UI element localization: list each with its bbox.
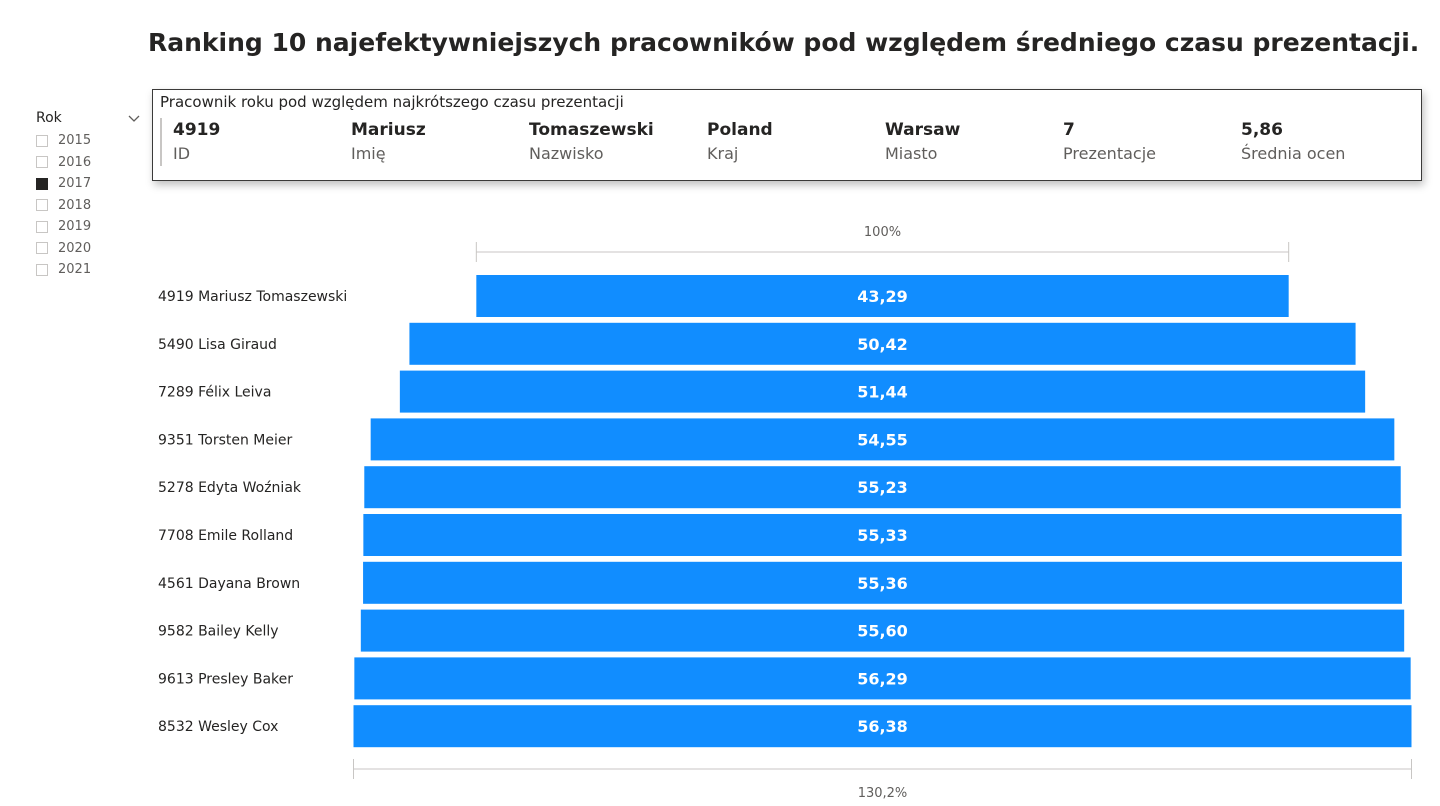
year-slicer: Rok 2015 2016 2017 2018 2019 2020 2021 [36,108,140,281]
bar-value-label: 55,23 [857,478,908,497]
card-field-value: 5,86 [1241,120,1283,140]
bottom-percent-label: 130,2% [858,786,908,801]
checkbox[interactable] [36,220,48,233]
category-label: 5278 Edyta Woźniak [158,480,302,496]
category-label: 4919 Mariusz Tomaszewski [158,289,347,305]
bar-value-label: 50,42 [857,335,908,354]
funnel-bar [399,370,1366,413]
category-label: 8532 Wesley Cox [158,719,278,735]
top-percent-label: 100% [864,225,901,240]
slicer-item-2019[interactable]: 2019 [36,216,140,238]
card-field: 4919 ID [173,120,351,163]
card-field-value: Poland [707,120,773,140]
slicer-item-label: 2016 [58,154,92,170]
slicer-title: Rok [36,110,62,126]
category-label: 7289 Félix Leiva [158,385,271,401]
card-field: 7 Prezentacje [1063,120,1241,163]
page-title: Ranking 10 najefektywniejszych pracownik… [148,28,1420,57]
bar-value-label: 51,44 [857,383,908,402]
slicer-item-2020[interactable]: 2020 [36,238,140,260]
card-field-label: Prezentacje [1063,144,1156,163]
card-field: Poland Kraj [707,120,885,163]
card-title: Pracownik roku pod względem najkrótszego… [160,93,624,111]
card-field-label: Nazwisko [529,144,604,163]
funnel-bar [370,418,1395,461]
card-field-value: 4919 [173,120,221,140]
funnel-bar [363,561,1402,604]
funnel-bar [476,275,1289,317]
bar-value-label: 55,33 [857,526,908,545]
funnel-bar [354,657,1411,700]
slicer-item-2018[interactable]: 2018 [36,195,140,217]
card-field: Warsaw Miasto [885,120,1063,163]
slicer-item-2015[interactable]: 2015 [36,130,140,152]
card-field-value: Warsaw [885,120,961,140]
card-field-value: Mariusz [351,120,426,140]
slicer-item-label: 2021 [58,262,92,278]
slicer-item-label: 2015 [58,133,92,149]
checkbox[interactable] [36,156,48,169]
card-field-label: Imię [351,144,386,163]
category-label: 7708 Emile Rolland [158,528,293,544]
card-field: Tomaszewski Nazwisko [529,120,707,163]
bar-value-label: 54,55 [857,430,908,449]
card-field: Mariusz Imię [351,120,529,163]
slicer-item-2017[interactable]: 2017 [36,173,140,195]
funnel-bar [364,466,1401,509]
slicer-item-label: 2020 [58,240,92,256]
slicer-item-label: 2017 [58,176,92,192]
category-label: 9582 Bailey Kelly [158,624,279,640]
checkbox[interactable] [36,177,48,190]
category-label: 9351 Torsten Meier [158,432,292,448]
funnel-bar [409,322,1356,365]
category-label: 4561 Dayana Brown [158,576,300,592]
card-accent-bar [160,118,162,166]
category-label: 5490 Lisa Giraud [158,337,277,353]
funnel-bar [363,514,1402,556]
slicer-item-2016[interactable]: 2016 [36,152,140,174]
bar-value-label: 43,29 [857,287,908,306]
card-field-label: Kraj [707,144,739,163]
card-field-label: ID [173,144,191,163]
bar-value-label: 56,38 [857,717,908,736]
checkbox[interactable] [36,242,48,255]
bar-value-label: 55,36 [857,574,908,593]
checkbox[interactable] [36,199,48,212]
funnel-bar [360,609,1405,652]
slicer-item-label: 2019 [58,219,92,235]
card-fields: 4919 ID Mariusz Imię Tomaszewski Nazwisko Pola… [173,120,1419,163]
chevron-down-icon[interactable] [128,112,140,124]
card-field-value: 7 [1063,120,1075,140]
slicer-item-2021[interactable]: 2021 [36,259,140,281]
employee-of-year-card: Pracownik roku pod względem najkrótszego… [152,89,1422,181]
checkbox[interactable] [36,134,48,147]
slicer-header[interactable]: Rok [36,108,140,128]
bar-value-label: 56,29 [857,669,908,688]
card-field-label: Średnia ocen [1241,144,1346,163]
category-label: 9613 Presley Baker [158,671,293,687]
slicer-item-label: 2018 [58,197,92,213]
slicer-list: 2015 2016 2017 2018 2019 2020 2021 [36,130,140,281]
funnel-bar [353,705,1412,748]
card-field: 5,86 Średnia ocen [1241,120,1419,163]
checkbox[interactable] [36,263,48,276]
card-field-value: Tomaszewski [529,120,654,140]
bar-value-label: 55,60 [857,622,908,641]
card-field-label: Miasto [885,144,938,163]
